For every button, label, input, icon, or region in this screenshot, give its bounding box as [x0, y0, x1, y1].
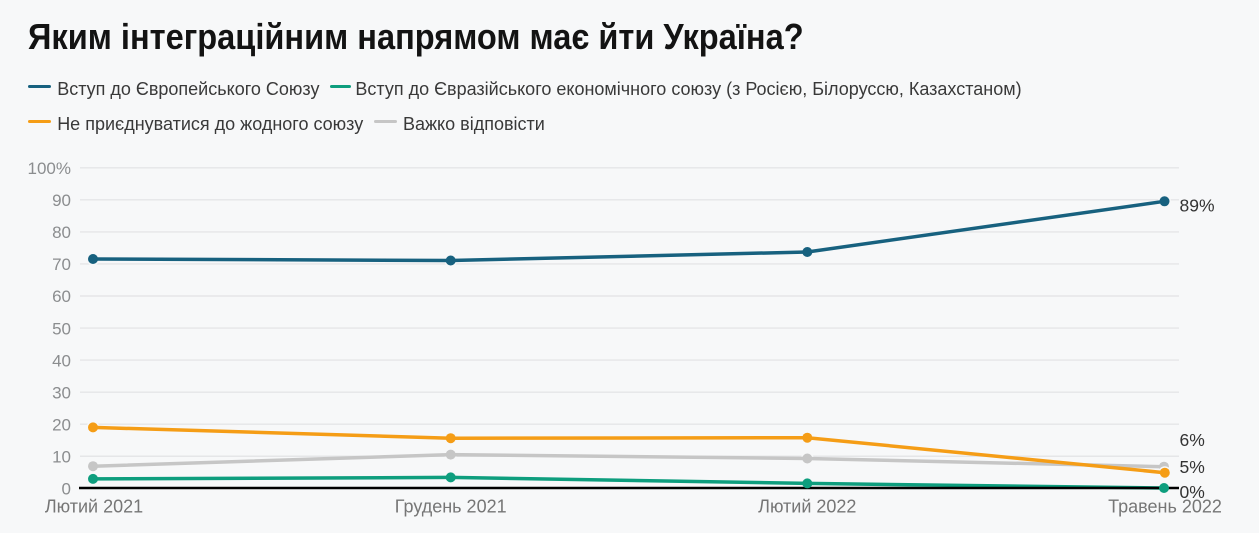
svg-text:80: 80 — [52, 223, 71, 242]
svg-text:50: 50 — [52, 319, 71, 338]
svg-text:90: 90 — [52, 191, 71, 210]
svg-text:20: 20 — [52, 415, 71, 434]
svg-text:Травень 2022: Травень 2022 — [1108, 497, 1222, 517]
svg-text:30: 30 — [52, 383, 71, 402]
svg-text:60: 60 — [52, 287, 71, 306]
svg-text:70: 70 — [52, 255, 71, 274]
svg-text:10: 10 — [52, 447, 71, 466]
svg-text:Лютий 2022: Лютий 2022 — [758, 497, 856, 517]
svg-text:100%: 100% — [28, 159, 71, 178]
svg-text:40: 40 — [52, 351, 71, 370]
svg-text:Лютий 2021: Лютий 2021 — [45, 497, 143, 517]
svg-text:6%: 6% — [1180, 430, 1205, 450]
svg-text:5%: 5% — [1180, 457, 1205, 477]
svg-text:0: 0 — [62, 480, 71, 499]
svg-text:0%: 0% — [1180, 482, 1205, 502]
svg-text:89%: 89% — [1180, 196, 1215, 216]
svg-text:Грудень 2021: Грудень 2021 — [395, 497, 507, 517]
